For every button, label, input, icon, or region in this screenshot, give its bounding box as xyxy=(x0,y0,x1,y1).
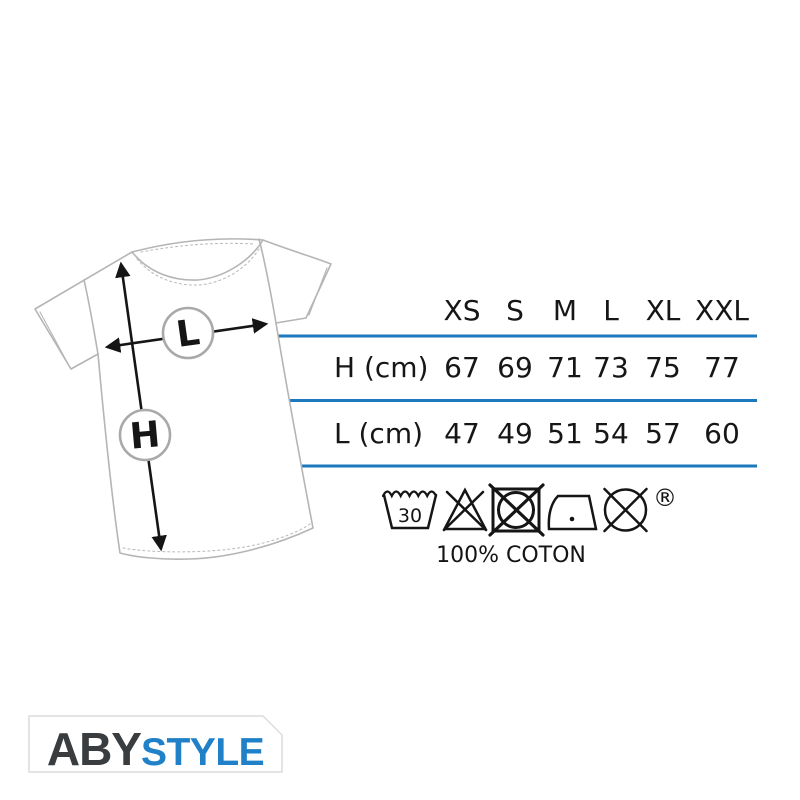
wash-temperature-label: 30 xyxy=(398,505,422,527)
height-label: H xyxy=(128,414,162,457)
brand-logo: ABY STYLE xyxy=(29,716,282,775)
size-chart-header-row: XS S M L XL XXL xyxy=(0,292,800,330)
height-value: 73 xyxy=(593,351,629,384)
table-divider-lines xyxy=(264,334,757,468)
width-value: 51 xyxy=(547,417,583,450)
width-value: 57 xyxy=(645,417,681,450)
size-chart-row-width: L (cm) 47 49 51 54 57 60 xyxy=(0,415,800,453)
brand-logo-part1: ABY xyxy=(46,723,142,775)
tshirt-left-sleeve-seam xyxy=(83,279,99,355)
logo-plate xyxy=(28,715,283,773)
tshirt-collar-stitching xyxy=(140,242,255,253)
wash-30-icon: 30 xyxy=(381,490,438,530)
width-value: 47 xyxy=(444,417,480,450)
height-value: 67 xyxy=(444,351,480,384)
tshirt-bottom-hem-stitching xyxy=(122,523,311,553)
size-chart-row-height: H (cm) 67 69 71 73 75 77 xyxy=(0,349,800,387)
height-label-badge xyxy=(118,408,172,462)
size-column-header: S xyxy=(506,294,524,327)
height-value: 71 xyxy=(547,351,583,384)
no-bleach-icon xyxy=(442,487,488,532)
registered-trademark: ® xyxy=(653,484,677,512)
row-label-width: L (cm) xyxy=(334,417,424,450)
size-column-header: XXL xyxy=(695,294,749,327)
size-column-header: XL xyxy=(645,294,681,327)
no-tumble-dry-icon xyxy=(488,483,545,537)
width-label-badge xyxy=(161,306,215,360)
no-dry-clean-icon xyxy=(603,487,648,533)
height-value: 75 xyxy=(645,351,681,384)
height-value: 77 xyxy=(704,351,740,384)
tshirt-left-sleeve-hem xyxy=(39,311,68,363)
row-label-height: H (cm) xyxy=(334,351,429,384)
tshirt-right-sleeve-hem xyxy=(308,267,328,316)
size-column-header: XS xyxy=(443,294,481,327)
fabric-composition: 100% COTON xyxy=(436,543,586,568)
width-value: 49 xyxy=(497,417,533,450)
height-value: 69 xyxy=(497,351,533,384)
size-column-header: L xyxy=(603,294,619,327)
width-label: L xyxy=(174,312,202,356)
tshirt-drawing xyxy=(34,238,332,560)
measurement-badges: L H xyxy=(118,306,215,462)
width-value: 54 xyxy=(593,417,629,450)
iron-low-icon xyxy=(547,494,598,531)
tshirt-right-sleeve-seam xyxy=(258,238,277,324)
tshirt-outline xyxy=(34,238,332,560)
width-value: 60 xyxy=(704,417,740,450)
care-symbols: 30 ® xyxy=(381,483,677,537)
height-arrow xyxy=(115,261,167,552)
size-column-header: M xyxy=(552,294,578,327)
brand-logo-part2: STYLE xyxy=(140,731,265,774)
